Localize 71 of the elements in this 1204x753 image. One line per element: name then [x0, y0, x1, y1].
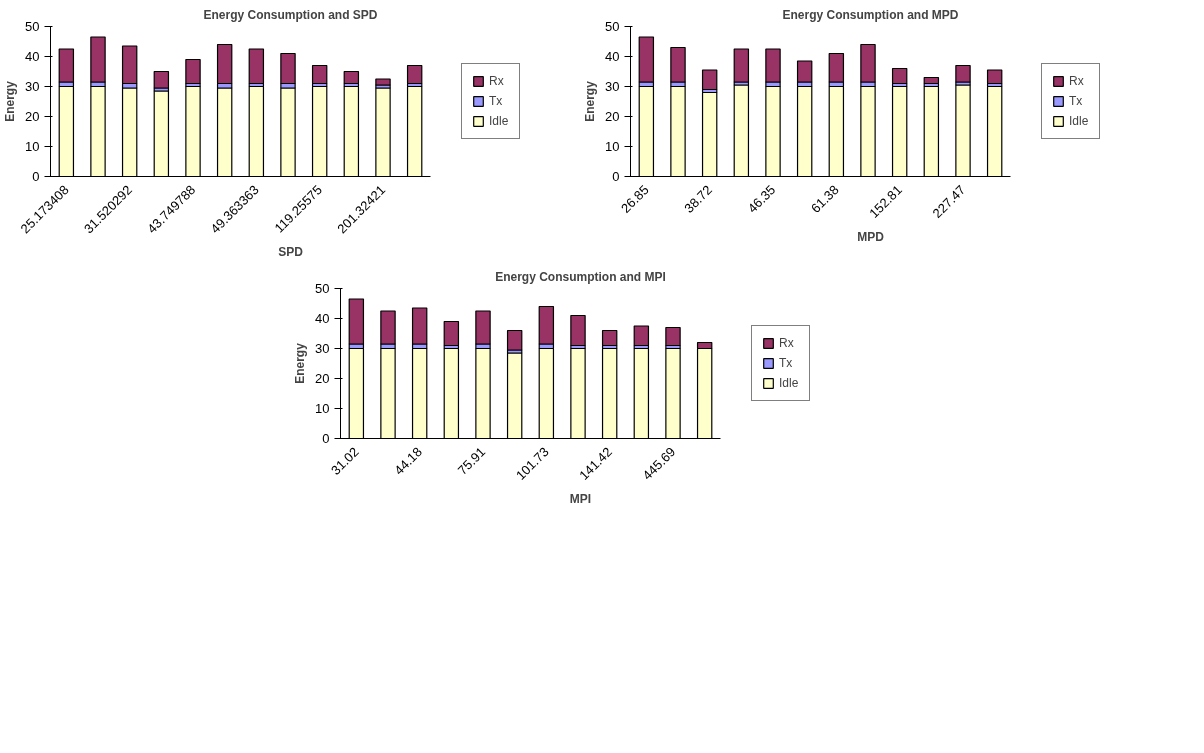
- x-axis-title: MPD: [857, 229, 885, 244]
- bar: [121, 45, 138, 85]
- legend-label: Rx: [779, 336, 795, 350]
- chart-title: Energy Consumption and MPD: [782, 7, 959, 22]
- y-tick-label: 0: [322, 431, 330, 446]
- y-tick-label: 30: [315, 341, 330, 356]
- bar: [375, 78, 391, 86]
- bar: [796, 60, 813, 83]
- bar: [406, 64, 423, 85]
- y-tick-label: 50: [25, 19, 40, 34]
- bar: [343, 70, 360, 85]
- legend-label: Rx: [1069, 74, 1085, 88]
- bar: [923, 76, 940, 85]
- chart-title: Energy Consumption and SPD: [203, 7, 378, 22]
- bar: [665, 326, 681, 347]
- bar: [248, 48, 265, 85]
- bar: [860, 43, 876, 83]
- bar: [475, 310, 491, 345]
- bar: [733, 48, 750, 83]
- y-tick-label: 40: [605, 49, 620, 64]
- bar: [348, 298, 365, 345]
- bar: [891, 67, 908, 85]
- y-axis-title: Energy: [583, 80, 598, 122]
- y-tick-label: 0: [612, 169, 620, 184]
- bar: [216, 43, 233, 85]
- bar: [185, 58, 201, 85]
- y-tick-label: 20: [315, 371, 330, 386]
- bar: [570, 314, 586, 347]
- y-axis-title: Energy: [293, 342, 308, 384]
- legend-label: Tx: [489, 94, 504, 108]
- x-axis-title: MPI: [569, 491, 592, 506]
- chart-title: Energy Consumption and MPI: [495, 269, 666, 284]
- bar: [701, 69, 718, 91]
- bar: [506, 329, 523, 351]
- y-tick-label: 20: [25, 109, 40, 124]
- bar: [380, 310, 396, 345]
- bar: [638, 36, 655, 83]
- bar: [153, 70, 170, 89]
- y-axis-title: Energy: [3, 80, 18, 122]
- bar: [601, 329, 618, 347]
- legend-label: Rx: [489, 74, 505, 88]
- y-tick-label: 40: [315, 311, 330, 326]
- y-tick-label: 0: [32, 169, 40, 184]
- bar: [538, 305, 555, 345]
- legend-label: Idle: [489, 114, 509, 128]
- bar: [765, 48, 781, 83]
- legend-label: Tx: [779, 356, 794, 370]
- bar: [90, 36, 106, 83]
- bar: [986, 69, 1003, 85]
- x-axis-title: SPD: [278, 245, 304, 260]
- bar: [443, 320, 460, 347]
- bar: [828, 52, 845, 83]
- bar: [633, 325, 650, 347]
- bar: [311, 64, 328, 85]
- y-tick-label: 30: [25, 79, 40, 94]
- y-tick-label: 10: [605, 139, 620, 154]
- bar: [955, 64, 971, 83]
- bar: [280, 52, 296, 85]
- y-tick-label: 50: [315, 281, 330, 296]
- y-tick-label: 30: [605, 79, 620, 94]
- bar: [670, 46, 686, 83]
- legend-label: Idle: [1069, 114, 1089, 128]
- y-tick-label: 10: [315, 401, 330, 416]
- bar: [58, 48, 75, 83]
- legend-label: Tx: [1069, 94, 1084, 108]
- y-tick-label: 10: [25, 139, 40, 154]
- y-tick-label: 20: [605, 109, 620, 124]
- legend-label: Idle: [779, 376, 799, 390]
- bar: [411, 307, 428, 345]
- y-tick-label: 40: [25, 49, 40, 64]
- y-tick-label: 50: [605, 19, 620, 34]
